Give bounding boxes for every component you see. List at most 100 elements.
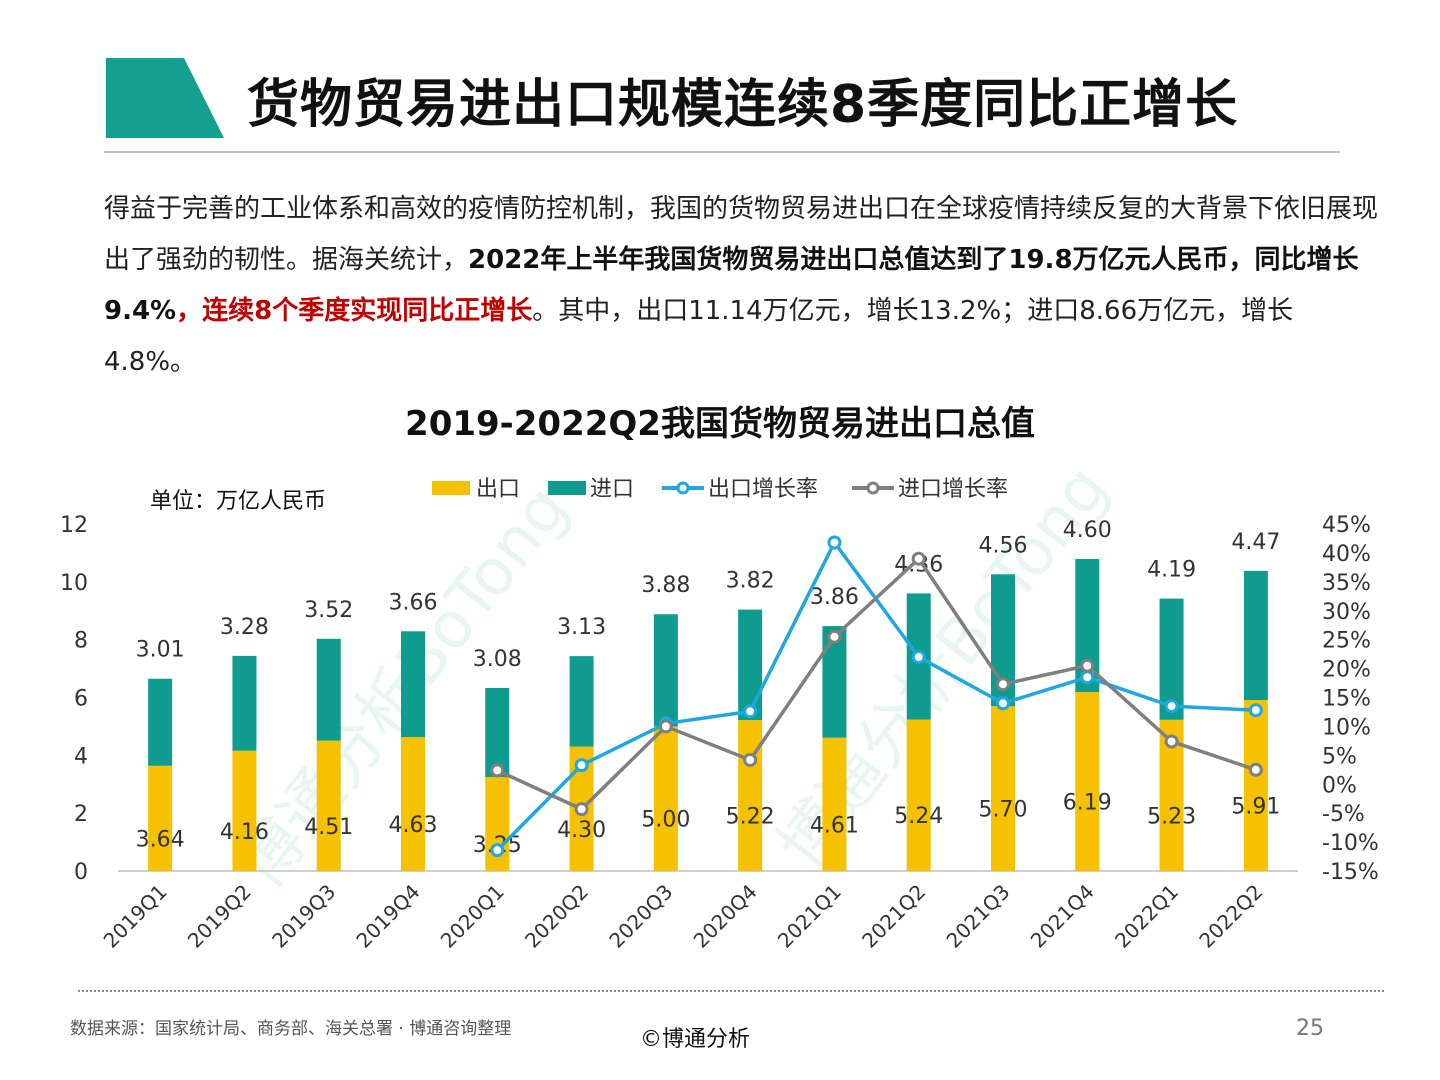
legend-label-export: 出口 (476, 477, 520, 502)
intro-highlight-red: ，连续8个季度实现同比正增长 (176, 296, 533, 326)
point-import-growth (743, 752, 758, 767)
point-export-growth (996, 696, 1010, 711)
data-label-import: 3.13 (557, 615, 606, 640)
bar-import (1243, 570, 1268, 701)
point-import-growth (1164, 734, 1179, 749)
bar-export (148, 765, 173, 871)
data-label-export: 5.24 (894, 804, 943, 829)
y2-tick-label: -5% (1322, 802, 1365, 827)
point-import-growth (1248, 762, 1263, 777)
x-tick-label: 2021Q1 (773, 880, 846, 953)
legend-marker-import-growth (866, 481, 880, 495)
y2-tick-label: 0% (1322, 773, 1357, 798)
bar-import (653, 614, 678, 727)
legend-swatch-import (548, 481, 586, 495)
page-number: 25 (1296, 1016, 1324, 1041)
point-export-growth (1164, 699, 1179, 714)
legend-marker-export-growth (676, 481, 690, 495)
chart-title: 2019-2022Q2我国货物贸易进出口总值 (405, 404, 1035, 444)
trade-chart: 博通分析BoTong 博通分析BoTong024681012-15%-10%-5%… (60, 452, 1379, 953)
intro-text: 得益于完善的工业体系和高效的疫情防控机制，我国的货物贸易进出口在全球疫情持续反复… (104, 194, 1379, 275)
y2-tick-label: 25% (1322, 629, 1371, 654)
legend-label-export-growth: 出口增长率 (708, 477, 818, 502)
x-tick-label: 2019Q2 (183, 880, 256, 953)
data-label-import: 3.88 (641, 573, 690, 598)
bar-import (401, 631, 425, 738)
point-import-growth (490, 763, 505, 778)
y2-tick-label: 5% (1322, 744, 1357, 769)
x-tick-label: 2020Q4 (689, 880, 762, 953)
bar-import (232, 655, 257, 751)
point-export-growth (1248, 703, 1263, 718)
legend-swatch-export (432, 481, 470, 495)
y2-tick-label: 20% (1322, 658, 1371, 683)
point-import-growth (574, 802, 589, 817)
intro-text-end: 。其中，出口11.14万亿元，增长13.2%；进口8.66万亿元，增长4.8%。 (104, 296, 1294, 377)
point-export-growth (911, 650, 926, 665)
x-tick-label: 2022Q2 (1194, 880, 1267, 953)
point-import-growth (911, 551, 926, 566)
bar-export (653, 726, 678, 871)
y-tick-label: 0 (74, 860, 88, 885)
legend-label-import: 进口 (590, 477, 634, 502)
data-label-export: 5.91 (1231, 795, 1280, 820)
intro-paragraph: 得益于完善的工业体系和高效的疫情防控机制，我国的货物贸易进出口在全球疫情持续反复… (104, 184, 1384, 388)
series-line-import-growth (496, 556, 1257, 812)
x-tick-label: 2019Q4 (351, 880, 424, 953)
title-divider (104, 151, 1340, 153)
bar-import (148, 678, 173, 766)
data-label-import: 3.01 (136, 638, 185, 663)
bar-export (906, 719, 931, 871)
bar-export (401, 737, 425, 871)
data-label-export: 5.23 (1147, 804, 1196, 829)
y2-tick-label: 15% (1322, 687, 1371, 712)
y2-tick-label: -10% (1322, 831, 1379, 856)
source-note: 数据来源：国家统计局、商务部、海关总署 · 博通咨询整理 (70, 1019, 512, 1039)
legend-label-import-growth: 进口增长率 (898, 477, 1008, 502)
point-export-growth (743, 704, 758, 719)
data-label-export: 4.16 (220, 820, 269, 845)
bar-export (1243, 700, 1268, 871)
y2-tick-label: -15% (1322, 860, 1379, 885)
data-label-export: 4.30 (557, 818, 606, 843)
x-tick-label: 2021Q4 (1026, 880, 1099, 953)
point-import-growth (827, 629, 842, 644)
bar-import (738, 609, 763, 721)
point-export-growth (490, 843, 505, 858)
point-export-growth (574, 758, 589, 773)
point-export-growth (827, 535, 842, 550)
point-export-growth (1080, 670, 1095, 685)
bar-export (991, 706, 1015, 871)
x-tick-label: 2020Q2 (520, 880, 593, 953)
copyright: ©博通分析 (640, 1027, 751, 1052)
point-import-growth (1080, 658, 1095, 673)
y2-tick-label: 45% (1322, 513, 1371, 538)
y2-tick-label: 40% (1322, 542, 1371, 567)
x-tick-label: 2020Q1 (436, 880, 509, 953)
y-tick-label: 12 (60, 513, 88, 538)
data-label-import: 3.08 (473, 647, 522, 672)
bar-import (569, 656, 594, 747)
data-label-export: 4.63 (389, 813, 438, 838)
data-label-export: 5.22 (726, 805, 775, 830)
x-tick-label: 2020Q3 (604, 880, 677, 953)
data-label-export: 3.64 (136, 827, 185, 852)
title-accent-shape (106, 58, 224, 138)
x-tick-label: 2019Q1 (99, 880, 172, 953)
bar-export (1075, 692, 1100, 871)
y2-tick-label: 10% (1322, 715, 1371, 740)
bar-import (485, 687, 510, 778)
y-tick-label: 8 (74, 629, 88, 654)
x-tick-label: 2021Q2 (857, 880, 930, 953)
bar-export (316, 740, 341, 871)
x-tick-label: 2021Q3 (941, 880, 1014, 953)
y2-tick-label: 35% (1322, 571, 1371, 596)
bar-export (232, 750, 257, 871)
data-label-export: 4.61 (810, 813, 859, 838)
point-import-growth (658, 719, 673, 734)
page-title: 货物贸易进出口规模连续8季度同比正增长 (247, 75, 1239, 135)
data-label-import: 4.60 (1063, 518, 1112, 543)
y-tick-label: 6 (74, 687, 88, 712)
data-label-import: 4.47 (1231, 530, 1280, 555)
y2-tick-label: 30% (1322, 600, 1371, 625)
